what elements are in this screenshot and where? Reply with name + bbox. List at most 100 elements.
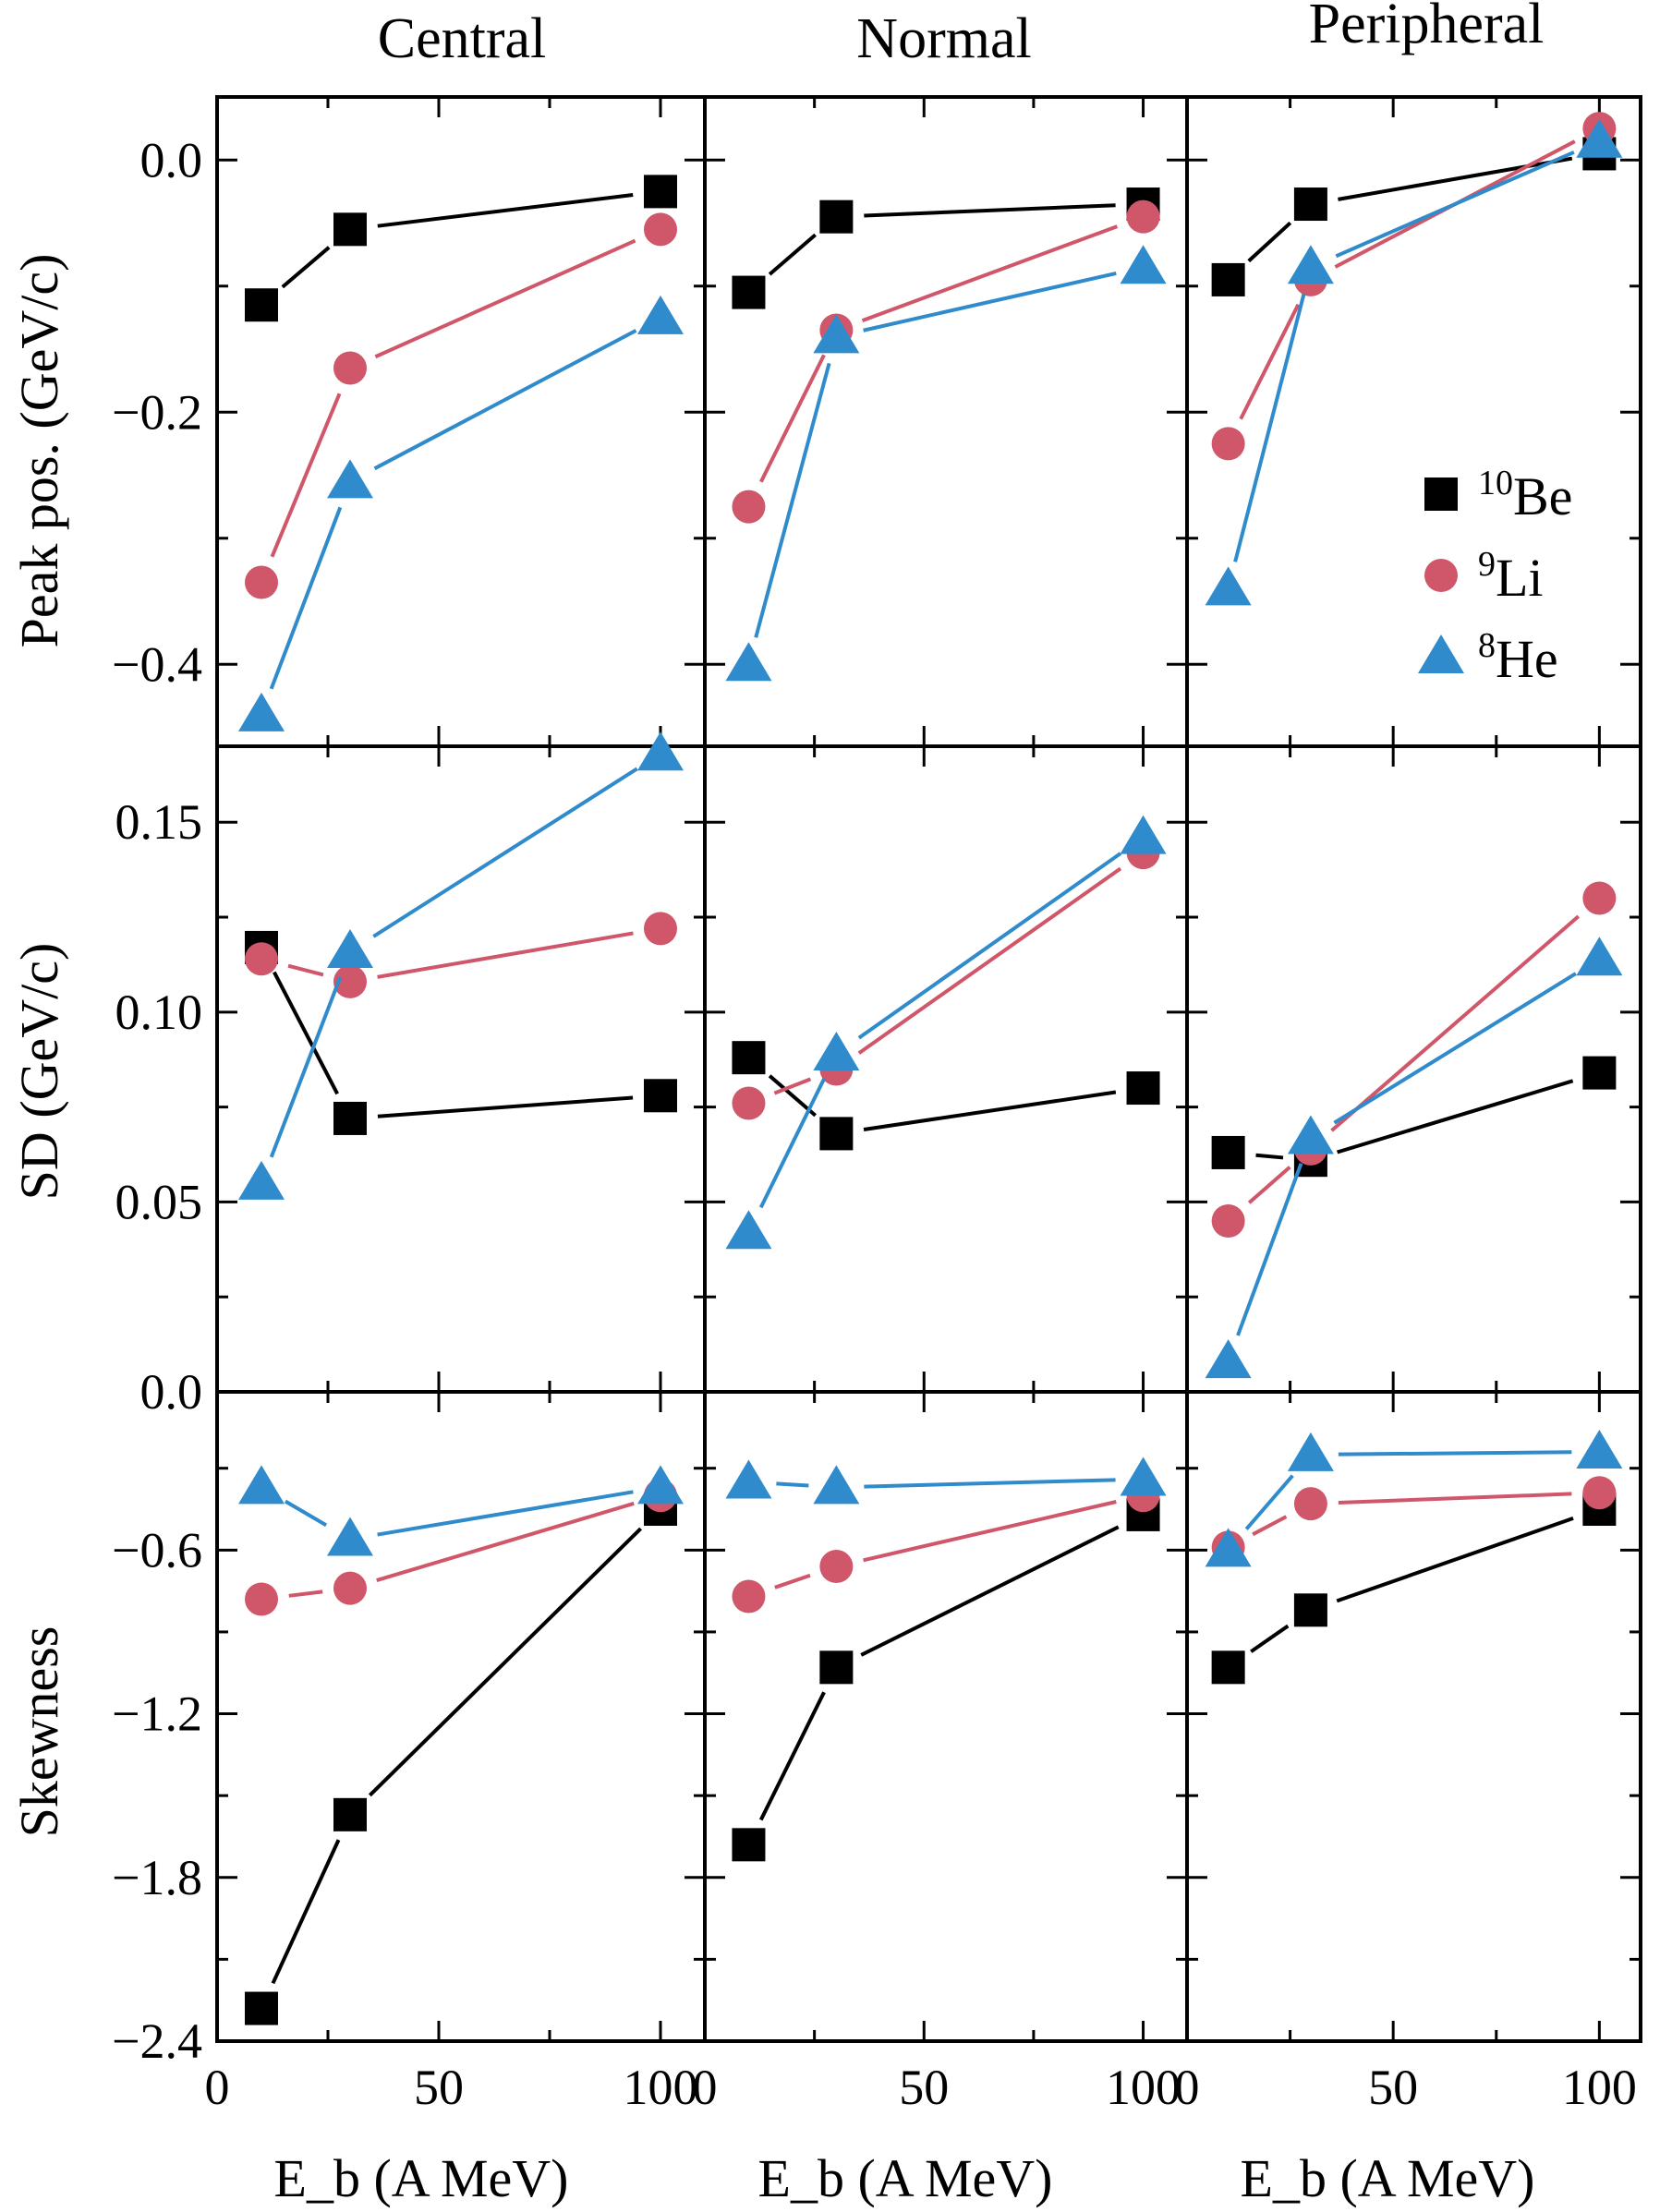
- series-line-8he: [864, 1478, 1116, 1489]
- panel-frame: [1185, 744, 1642, 1394]
- panel-peak-pos--peripheral: [1185, 95, 1642, 748]
- data-point-9li: [245, 1582, 278, 1616]
- panel-frame: [1185, 95, 1642, 748]
- data-point-8he: [637, 295, 684, 334]
- series-line-8he: [377, 1490, 634, 1537]
- data-point-10be: [333, 1797, 367, 1831]
- data-point-10be: [1293, 1593, 1327, 1627]
- x-tick-label: 0: [693, 2060, 718, 2115]
- y-tick-label: 0.10: [115, 985, 203, 1040]
- series-line-9li: [377, 931, 634, 979]
- series-line-8he: [284, 1499, 328, 1528]
- data-point-8he: [725, 642, 772, 682]
- data-point-10be: [1211, 262, 1245, 296]
- y-tick-label: 0.0: [140, 132, 203, 187]
- y-tick-label: −0.4: [112, 636, 202, 692]
- data-point-9li: [333, 1571, 367, 1605]
- data-point-8he: [238, 1465, 285, 1505]
- data-point-9li: [732, 1579, 766, 1614]
- data-point-10be: [644, 1079, 677, 1113]
- series-line-8he: [776, 1481, 809, 1488]
- data-point-8he: [813, 1465, 860, 1505]
- series-line-9li: [374, 238, 636, 359]
- data-point-10be: [819, 199, 854, 234]
- x-tick-label: 0: [1175, 2060, 1200, 2115]
- panel-frame: [1185, 1390, 1642, 2043]
- legend-marker-9li: [1424, 559, 1458, 592]
- legend: 10Be 9Li 8He: [1418, 464, 1572, 689]
- series-line-9li: [288, 1589, 323, 1598]
- data-point-10be: [245, 288, 278, 322]
- data-point-8he: [1287, 245, 1334, 284]
- data-point-9li: [333, 964, 367, 998]
- series-line-10be: [863, 1090, 1117, 1131]
- panel-frame: [215, 744, 707, 1394]
- data-point-8he: [327, 459, 373, 499]
- series-line-10be: [1255, 1153, 1284, 1160]
- series-line-10be: [1338, 156, 1573, 201]
- data-point-9li: [732, 1086, 766, 1120]
- data-point-8he: [1120, 245, 1167, 284]
- column-titles: Central Normal Peripheral: [378, 0, 1545, 70]
- data-point-9li: [333, 351, 367, 385]
- series-line-9li: [1247, 1166, 1291, 1204]
- series-line-9li: [857, 866, 1122, 1055]
- x-tick-label: 50: [899, 2060, 949, 2115]
- data-point-9li: [819, 1550, 854, 1584]
- y-tick-label: −1.8: [112, 1850, 202, 1905]
- data-point-8he: [813, 314, 860, 354]
- data-point-10be: [333, 1101, 367, 1135]
- data-point-8he: [327, 1517, 373, 1556]
- series-line-10be: [860, 1525, 1120, 1657]
- data-point-8he: [238, 692, 285, 731]
- legend-item-10be: 10Be: [1424, 464, 1572, 526]
- panel-skewness-central: −2.4 −1.8 −1.2 −0.6 0 50 100: [112, 1390, 707, 2115]
- data-point-9li: [1582, 881, 1617, 915]
- data-point-9li: [245, 565, 278, 599]
- legend-marker-10be: [1424, 477, 1458, 511]
- series-line-8he: [373, 329, 637, 471]
- series-line-9li: [1252, 1515, 1288, 1537]
- data-point-9li: [1293, 1487, 1327, 1521]
- series-line-9li: [1338, 1492, 1572, 1505]
- data-point-10be: [1126, 1071, 1160, 1106]
- y-tick-label: −2.4: [112, 2013, 202, 2069]
- series-line-9li: [287, 963, 324, 977]
- data-point-8he: [725, 1459, 772, 1499]
- data-point-9li: [1211, 427, 1245, 461]
- series-line-9li: [774, 1573, 811, 1589]
- data-point-9li: [1211, 1203, 1245, 1238]
- y-tick-label: 0.05: [115, 1174, 203, 1229]
- legend-marker-8he: [1418, 635, 1464, 673]
- y-axis-label-sd: SD (GeV/c): [9, 943, 69, 1201]
- x-axis-label-peripheral: E_b (A MeV): [1241, 2148, 1535, 2208]
- series-line-8he: [269, 506, 343, 690]
- x-tick-label: 50: [1368, 2060, 1418, 2115]
- data-point-8he: [1576, 118, 1623, 158]
- x-tick-label: 100: [624, 2060, 698, 2115]
- data-point-9li: [1126, 199, 1160, 234]
- panel-peak-pos--normal: [703, 95, 1189, 748]
- series-line-10be: [281, 246, 331, 289]
- panel-frame: [703, 95, 1189, 748]
- series-line-8he: [269, 976, 343, 1158]
- series-line-10be: [768, 233, 817, 276]
- series-line-10be: [1247, 221, 1292, 263]
- panel-skewness-normal: 0 50 100: [693, 1390, 1189, 2115]
- data-point-10be: [732, 1041, 766, 1075]
- column-title-central: Central: [378, 7, 547, 70]
- series-line-10be: [377, 193, 634, 228]
- series-line-10be: [1336, 1517, 1574, 1603]
- data-point-10be: [644, 175, 677, 209]
- series-line-8he: [1338, 1450, 1572, 1457]
- data-point-8he: [637, 731, 684, 771]
- data-point-10be: [1211, 1135, 1245, 1169]
- y-tick-label: −1.2: [112, 1686, 202, 1742]
- panel-skewness-peripheral: 0 50 100: [1175, 1390, 1642, 2115]
- series-line-10be: [377, 1095, 634, 1118]
- series-line-9li: [863, 1500, 1117, 1563]
- data-point-10be: [732, 1828, 766, 1862]
- series-line-8he: [857, 852, 1122, 1040]
- x-tick-label: 0: [205, 2060, 230, 2115]
- data-point-8he: [637, 1465, 684, 1505]
